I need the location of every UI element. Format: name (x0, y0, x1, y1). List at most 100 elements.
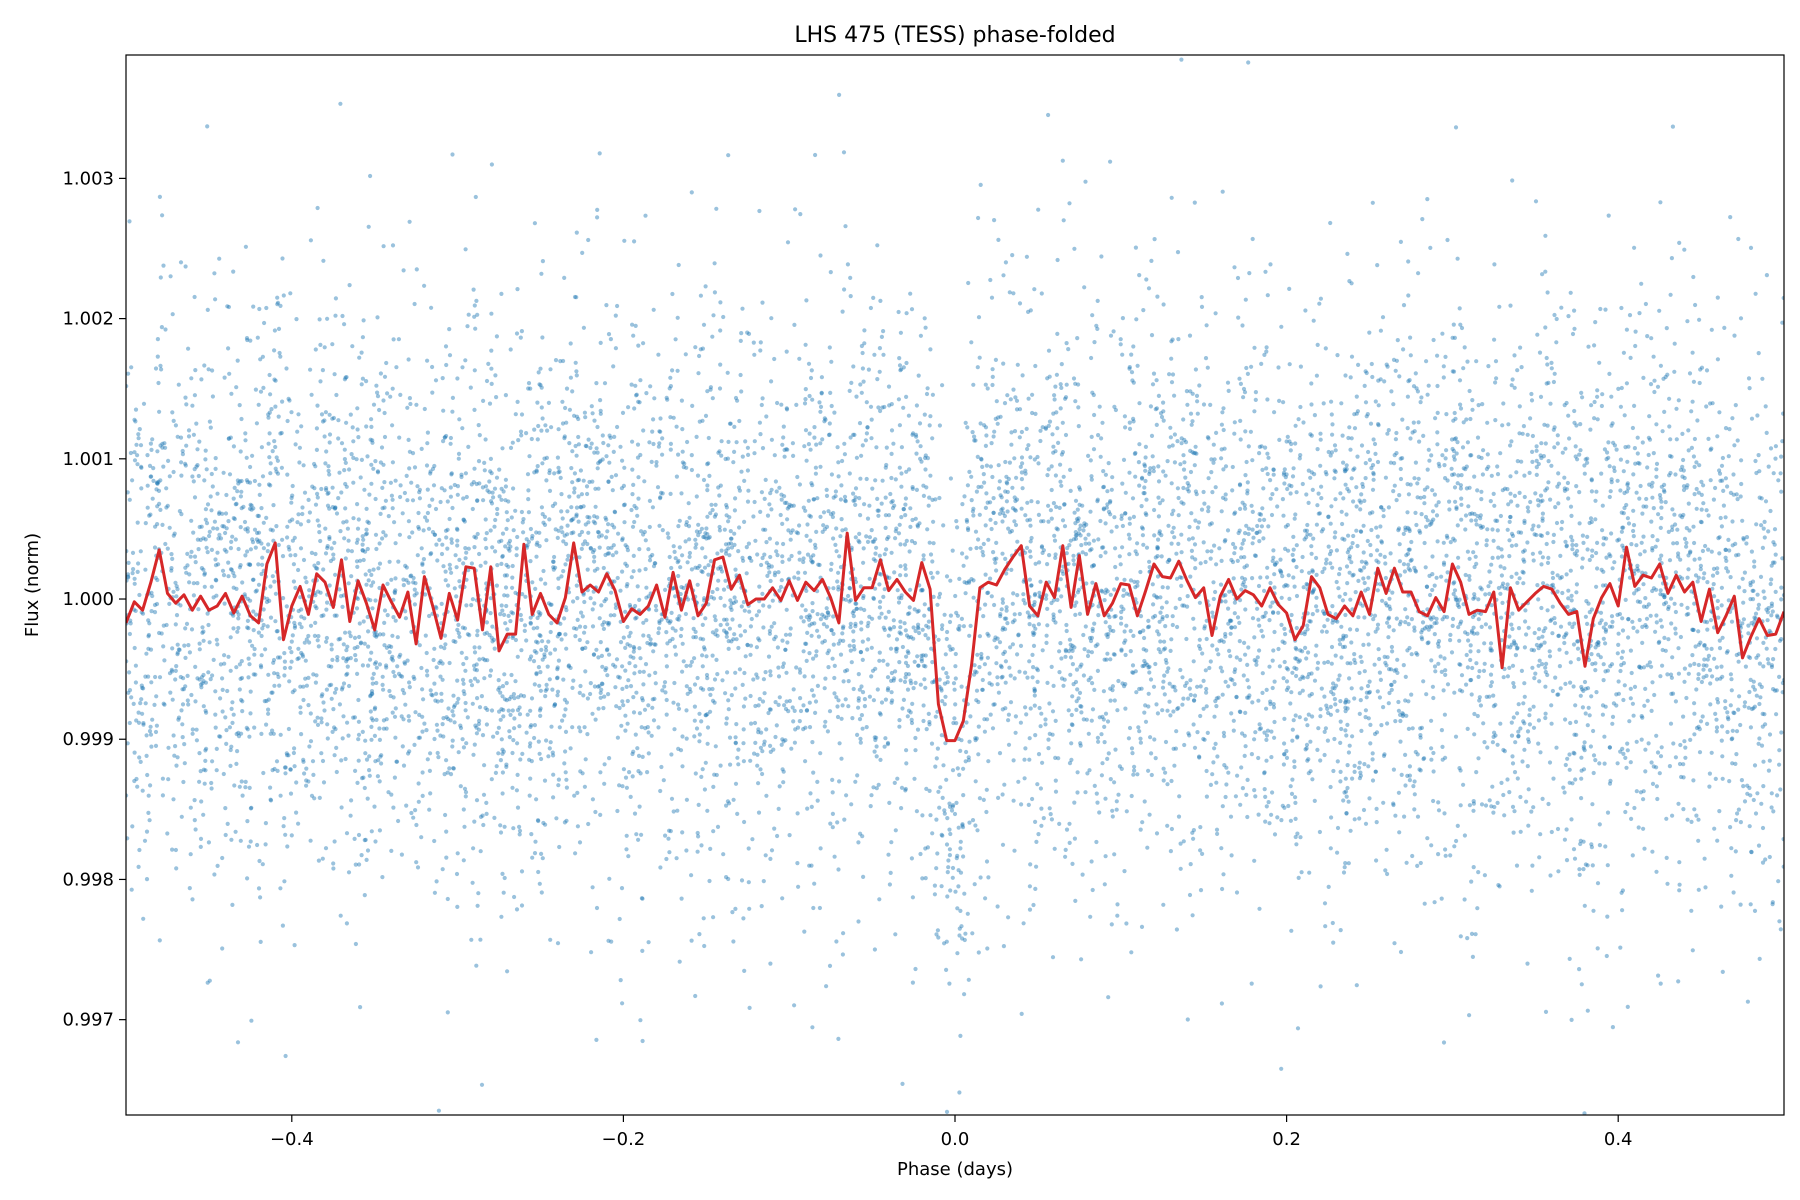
scatter-point (605, 529, 610, 534)
scatter-point (1282, 716, 1287, 722)
scatter-point (1717, 471, 1723, 476)
scatter-point (1725, 649, 1730, 654)
scatter-point (1000, 627, 1005, 632)
scatter-point (835, 820, 840, 825)
scatter-point (1595, 566, 1600, 571)
scatter-point (757, 584, 762, 589)
scatter-point (1063, 647, 1068, 653)
scatter-point (319, 720, 324, 725)
scatter-point (858, 740, 863, 745)
scatter-point (164, 622, 169, 628)
scatter-point (1530, 551, 1535, 556)
scatter-point (1470, 954, 1475, 960)
scatter-point (1193, 518, 1198, 523)
scatter-point (185, 551, 190, 557)
scatter-point (1063, 854, 1068, 859)
scatter-point (1501, 401, 1506, 406)
scatter-point (492, 646, 497, 651)
scatter-point (1348, 597, 1353, 602)
scatter-point (1626, 486, 1631, 491)
scatter-point (561, 677, 566, 682)
scatter-point (190, 727, 195, 732)
scatter-point (306, 497, 311, 502)
scatter-point (933, 497, 938, 502)
scatter-point (499, 291, 504, 296)
scatter-point (1597, 761, 1602, 766)
scatter-point (1014, 497, 1020, 502)
scatter-point (1338, 769, 1343, 775)
scatter-point (295, 520, 300, 525)
scatter-point (1591, 908, 1596, 913)
scatter-point (921, 703, 926, 708)
scatter-point (1549, 463, 1554, 468)
scatter-point (164, 486, 169, 491)
scatter-point (209, 471, 214, 477)
scatter-point (502, 824, 507, 829)
scatter-point (414, 822, 419, 828)
scatter-point (836, 641, 841, 646)
scatter-point (1603, 844, 1608, 849)
scatter-point (1434, 620, 1439, 626)
scatter-point (1151, 602, 1156, 607)
scatter-point (1637, 311, 1642, 316)
scatter-point (923, 325, 928, 330)
scatter-point (519, 433, 524, 438)
scatter-point (1270, 492, 1275, 497)
scatter-point (1471, 550, 1476, 555)
scatter-point (1164, 660, 1169, 665)
scatter-point (1431, 769, 1436, 774)
scatter-point (840, 703, 845, 708)
scatter-point (1683, 745, 1688, 750)
scatter-point (443, 344, 449, 349)
scatter-point (515, 708, 521, 713)
scatter-point (1116, 678, 1121, 684)
scatter-point (1538, 832, 1543, 837)
scatter-point (1514, 470, 1519, 475)
scatter-point (1703, 885, 1708, 890)
scatter-point (1717, 646, 1723, 651)
scatter-point (1208, 556, 1213, 561)
scatter-point (1555, 692, 1560, 697)
scatter-point (536, 665, 542, 670)
scatter-point (594, 446, 599, 451)
scatter-point (1279, 324, 1284, 329)
scatter-point (1153, 555, 1158, 560)
scatter-point (756, 810, 762, 815)
scatter-point (1168, 425, 1173, 430)
scatter-point (447, 562, 452, 567)
scatter-point (741, 704, 747, 709)
scatter-point (1092, 687, 1097, 693)
scatter-point (1200, 851, 1205, 857)
scatter-point (535, 540, 540, 545)
scatter-point (270, 449, 275, 454)
scatter-point (1598, 610, 1604, 615)
scatter-point (877, 369, 882, 374)
scatter-point (942, 681, 948, 686)
scatter-point (134, 718, 139, 723)
scatter-point (498, 717, 503, 722)
scatter-point (590, 624, 596, 629)
scatter-point (133, 419, 138, 424)
scatter-point (173, 622, 178, 627)
scatter-point (611, 543, 616, 548)
scatter-point (847, 586, 853, 591)
scatter-point (255, 530, 260, 536)
scatter-point (292, 746, 297, 751)
scatter-point (1476, 617, 1481, 622)
scatter-point (854, 606, 860, 611)
scatter-point (273, 404, 278, 409)
scatter-point (1467, 556, 1472, 561)
scatter-point (256, 530, 262, 535)
scatter-point (1455, 823, 1460, 829)
scatter-point (1339, 624, 1344, 629)
scatter-point (867, 503, 872, 508)
scatter-point (1526, 823, 1531, 828)
scatter-point (1361, 523, 1366, 528)
scatter-point (1756, 843, 1762, 848)
scatter-point (138, 549, 143, 554)
scatter-point (398, 483, 403, 488)
scatter-point (1546, 480, 1551, 485)
scatter-point (856, 705, 861, 710)
scatter-point (1603, 627, 1609, 632)
scatter-point (1752, 559, 1757, 564)
